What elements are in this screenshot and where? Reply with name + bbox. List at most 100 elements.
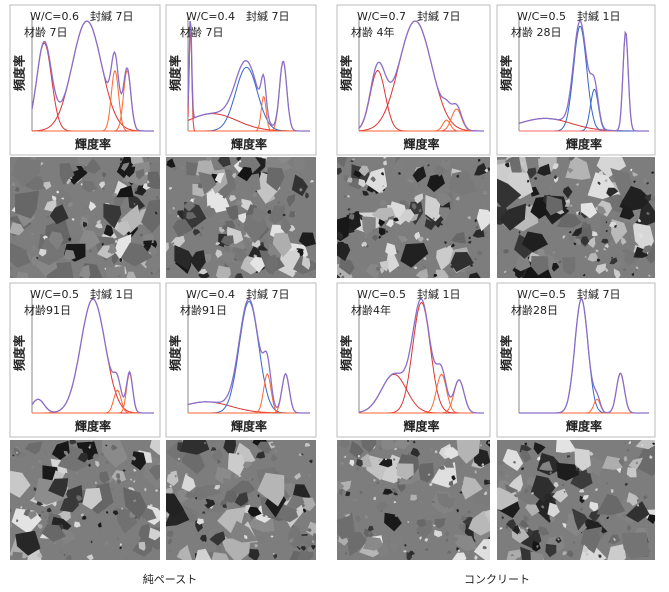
particle <box>211 552 230 560</box>
particle <box>304 192 309 199</box>
particle <box>547 502 560 518</box>
particle <box>378 227 386 236</box>
particle <box>237 452 240 455</box>
particle <box>297 248 303 255</box>
particle <box>208 228 211 233</box>
particle <box>352 498 359 502</box>
particle <box>468 510 490 536</box>
particle <box>595 263 606 274</box>
particle <box>52 501 57 507</box>
particle <box>456 174 460 178</box>
particle <box>637 218 642 223</box>
particle <box>73 521 81 528</box>
total-curve <box>519 298 649 414</box>
particle <box>123 487 147 520</box>
particle <box>582 544 588 553</box>
particle <box>400 243 429 268</box>
particle <box>350 160 354 163</box>
particle <box>448 170 478 196</box>
particle <box>361 241 368 247</box>
particle <box>436 276 439 278</box>
particle <box>339 273 342 275</box>
particle <box>54 462 58 466</box>
particle <box>97 532 101 536</box>
particle <box>410 494 418 501</box>
particle <box>393 492 399 496</box>
particle <box>368 532 371 535</box>
particle <box>268 212 272 214</box>
particle <box>374 208 377 211</box>
particle <box>381 184 385 188</box>
particle <box>424 218 436 231</box>
particle <box>347 177 353 183</box>
particle <box>144 172 149 176</box>
particle <box>46 507 52 513</box>
particle <box>450 243 455 248</box>
particle <box>238 157 261 174</box>
particle <box>59 163 75 186</box>
particle <box>217 157 231 168</box>
particle <box>486 488 489 492</box>
particle <box>130 478 132 481</box>
particle <box>523 515 530 522</box>
particle <box>234 273 244 278</box>
particle <box>63 553 66 557</box>
particle <box>20 505 23 509</box>
particle <box>477 250 483 256</box>
particle <box>586 467 594 474</box>
particle <box>604 243 609 249</box>
particle <box>479 443 482 447</box>
particle <box>149 504 153 507</box>
particle <box>309 272 313 276</box>
particle <box>340 462 344 466</box>
particle <box>199 534 207 542</box>
particle <box>376 481 379 485</box>
particle <box>100 452 104 457</box>
particle <box>628 221 631 225</box>
particle <box>407 186 411 190</box>
particle <box>580 202 598 219</box>
particle <box>116 221 131 236</box>
particle <box>604 179 608 183</box>
particle <box>215 242 221 246</box>
particle <box>562 235 566 239</box>
particle <box>565 157 591 180</box>
particle <box>361 216 376 235</box>
particle <box>439 464 445 470</box>
particle <box>344 552 348 555</box>
particle <box>27 510 37 520</box>
particle <box>587 252 599 262</box>
particle <box>574 448 591 471</box>
particle <box>614 225 618 228</box>
particle <box>508 474 523 492</box>
particle <box>385 230 388 234</box>
particle <box>94 481 98 484</box>
particle <box>526 179 530 183</box>
particle <box>217 459 221 465</box>
particle <box>423 257 427 261</box>
particle <box>461 476 483 500</box>
particle <box>65 555 72 560</box>
particle <box>460 515 468 521</box>
particle <box>171 242 175 245</box>
particle <box>475 502 479 505</box>
particle <box>141 199 160 233</box>
particle <box>575 238 582 246</box>
particle <box>87 463 91 467</box>
y-axis-label: 頻度率 <box>499 55 514 91</box>
panel-label: W/C=0.4 封緘 7日 <box>186 287 289 301</box>
particle <box>596 157 627 178</box>
particle <box>414 195 424 204</box>
particle <box>555 440 577 453</box>
particle <box>251 207 268 223</box>
particle <box>337 480 345 494</box>
particle <box>626 467 637 478</box>
particle <box>434 518 446 529</box>
particle <box>526 504 540 517</box>
particle <box>343 195 347 198</box>
particle <box>127 193 146 211</box>
particle <box>198 269 208 275</box>
particle <box>452 552 467 560</box>
particle <box>86 554 94 560</box>
particle <box>78 502 82 506</box>
